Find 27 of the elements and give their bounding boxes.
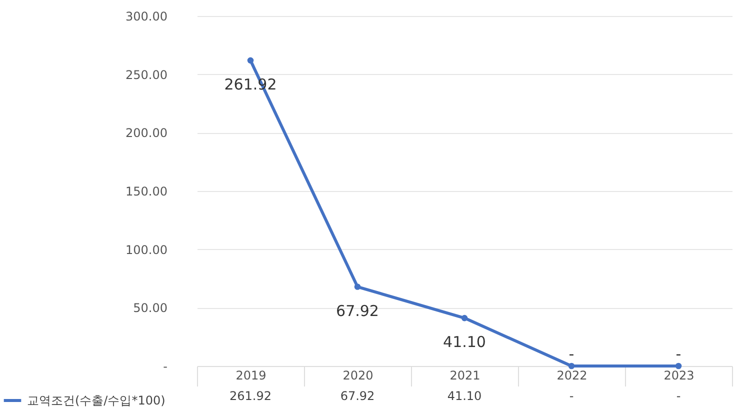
data-label: 67.92: [340, 389, 375, 403]
point: [675, 362, 682, 370]
data-label: 261.92: [230, 389, 272, 403]
y-tick-label: 50.00: [133, 301, 168, 316]
y-tick-label: 300.00: [126, 10, 168, 24]
y-tick-label: 100.00: [126, 242, 168, 257]
point: [568, 362, 575, 370]
data-label: 41.10: [447, 389, 482, 403]
x-tick-label: 2021: [450, 368, 480, 382]
data-label: -: [676, 389, 681, 403]
text: 41.10: [443, 333, 486, 352]
x-tick-label: 2019: [236, 368, 266, 382]
x-tick-label: 2020: [342, 368, 374, 382]
text: -: [676, 345, 682, 363]
point: [247, 57, 254, 64]
point: [461, 314, 468, 322]
data-label: -: [569, 389, 574, 403]
y-tick-label: 200.00: [126, 126, 168, 140]
x-tick-label: 2023: [664, 368, 694, 382]
point: [354, 284, 361, 290]
y-tick-label: 250.00: [126, 68, 168, 82]
legend-label: 교역조건(수출/수입*100): [27, 394, 166, 408]
y-tick-label: 150.00: [126, 184, 168, 198]
y-tick-label: -: [163, 360, 168, 374]
text: -: [568, 345, 574, 363]
text: 67.92: [336, 302, 379, 320]
x-tick-label: 2022: [556, 368, 588, 382]
